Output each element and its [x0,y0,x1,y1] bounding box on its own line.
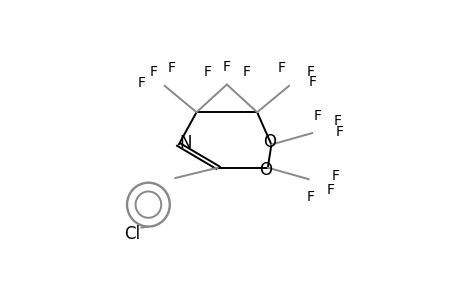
Text: F: F [313,109,321,123]
Text: F: F [167,61,175,75]
Text: Cl: Cl [124,224,140,242]
Text: N: N [179,134,191,152]
Text: F: F [242,65,250,79]
Text: F: F [203,65,211,79]
Text: F: F [137,76,145,90]
Text: F: F [278,61,285,75]
Text: F: F [150,65,157,79]
Text: O: O [263,133,275,151]
Text: F: F [306,190,314,203]
Text: F: F [333,115,341,128]
Text: O: O [259,161,272,179]
Text: F: F [331,169,339,183]
Text: F: F [306,65,314,79]
Text: F: F [325,183,334,196]
Text: F: F [222,60,230,74]
Text: F: F [308,75,316,89]
Text: F: F [335,125,342,139]
